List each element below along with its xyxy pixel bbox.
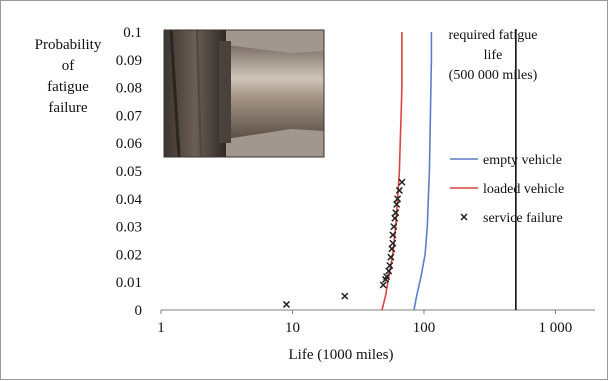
service-failure-point bbox=[388, 245, 396, 253]
legend-swatch-service-failure bbox=[460, 213, 468, 221]
y-tick-label: 0.02 bbox=[116, 247, 142, 263]
series-line-empty-vehicle bbox=[413, 32, 433, 311]
required-life-label-line: required fatigue bbox=[448, 28, 537, 43]
legend-label: service failure bbox=[483, 211, 563, 226]
required-life-label: required fatigue life (500 000 miles) bbox=[448, 28, 537, 83]
y-tick-label: 0.09 bbox=[116, 53, 142, 69]
x-tick-label: 1 bbox=[157, 320, 165, 336]
y-tick-label: 0.07 bbox=[116, 108, 143, 124]
service-failure-point bbox=[391, 214, 399, 222]
service-failure-point bbox=[385, 267, 393, 275]
service-failure-point bbox=[387, 253, 395, 261]
y-tick-label: 0.03 bbox=[116, 220, 142, 236]
service-failure-point bbox=[282, 300, 290, 308]
y-axis-label-line: fatigue bbox=[47, 79, 89, 95]
legend-label: empty vehicle bbox=[483, 153, 562, 168]
required-life-label-line: (500 000 miles) bbox=[449, 68, 538, 83]
series-line-loaded-vehicle bbox=[381, 32, 403, 311]
service-failure-point bbox=[395, 186, 403, 194]
required-life-label-line: life bbox=[484, 48, 503, 63]
service-failure-point bbox=[390, 223, 398, 231]
x-tick-label: 100 bbox=[413, 320, 436, 336]
y-tick-label: 0.1 bbox=[123, 25, 142, 41]
y-tick-label: 0.05 bbox=[116, 164, 142, 180]
x-tick-label: 1 000 bbox=[539, 320, 573, 336]
y-axis-label-line: failure bbox=[48, 100, 87, 116]
service-failure-point bbox=[389, 231, 397, 239]
required-life-reference: required fatigue life (500 000 miles) bbox=[448, 28, 538, 310]
service-failure-point bbox=[392, 209, 400, 217]
y-axis-label-line: of bbox=[62, 58, 75, 74]
series-layer bbox=[282, 32, 433, 311]
x-tick-label: 10 bbox=[285, 320, 300, 336]
y-axis-label: Probability of fatigue failure bbox=[35, 37, 102, 116]
y-axis-ticks: 0 0.01 0.02 0.03 0.04 0.05 0.06 0.07 0.08 0.09 0.1 bbox=[116, 25, 143, 319]
legend-label: loaded vehicle bbox=[483, 182, 564, 197]
y-axis-label-line: Probability bbox=[35, 37, 102, 53]
y-tick-label: 0.08 bbox=[116, 81, 142, 97]
axle-spindle-photo bbox=[163, 29, 325, 158]
service-failure-point bbox=[394, 195, 402, 203]
service-failure-point bbox=[379, 281, 387, 289]
service-failure-point bbox=[383, 273, 391, 281]
service-failure-point bbox=[386, 261, 394, 270]
x-axis-label: Life (1000 miles) bbox=[289, 347, 394, 363]
service-failure-point bbox=[389, 239, 397, 247]
x-axis-ticks: 1 10 100 1 000 bbox=[157, 310, 572, 336]
y-tick-label: 0.06 bbox=[116, 136, 143, 152]
y-tick-label: 0 bbox=[135, 303, 143, 319]
service-failure-point bbox=[341, 292, 349, 300]
legend: empty vehicle loaded vehicle service failu… bbox=[450, 153, 564, 226]
service-failure-point bbox=[398, 178, 406, 186]
y-tick-label: 0.04 bbox=[116, 192, 143, 208]
service-failure-point bbox=[393, 200, 401, 208]
y-tick-label: 0.01 bbox=[116, 275, 142, 291]
